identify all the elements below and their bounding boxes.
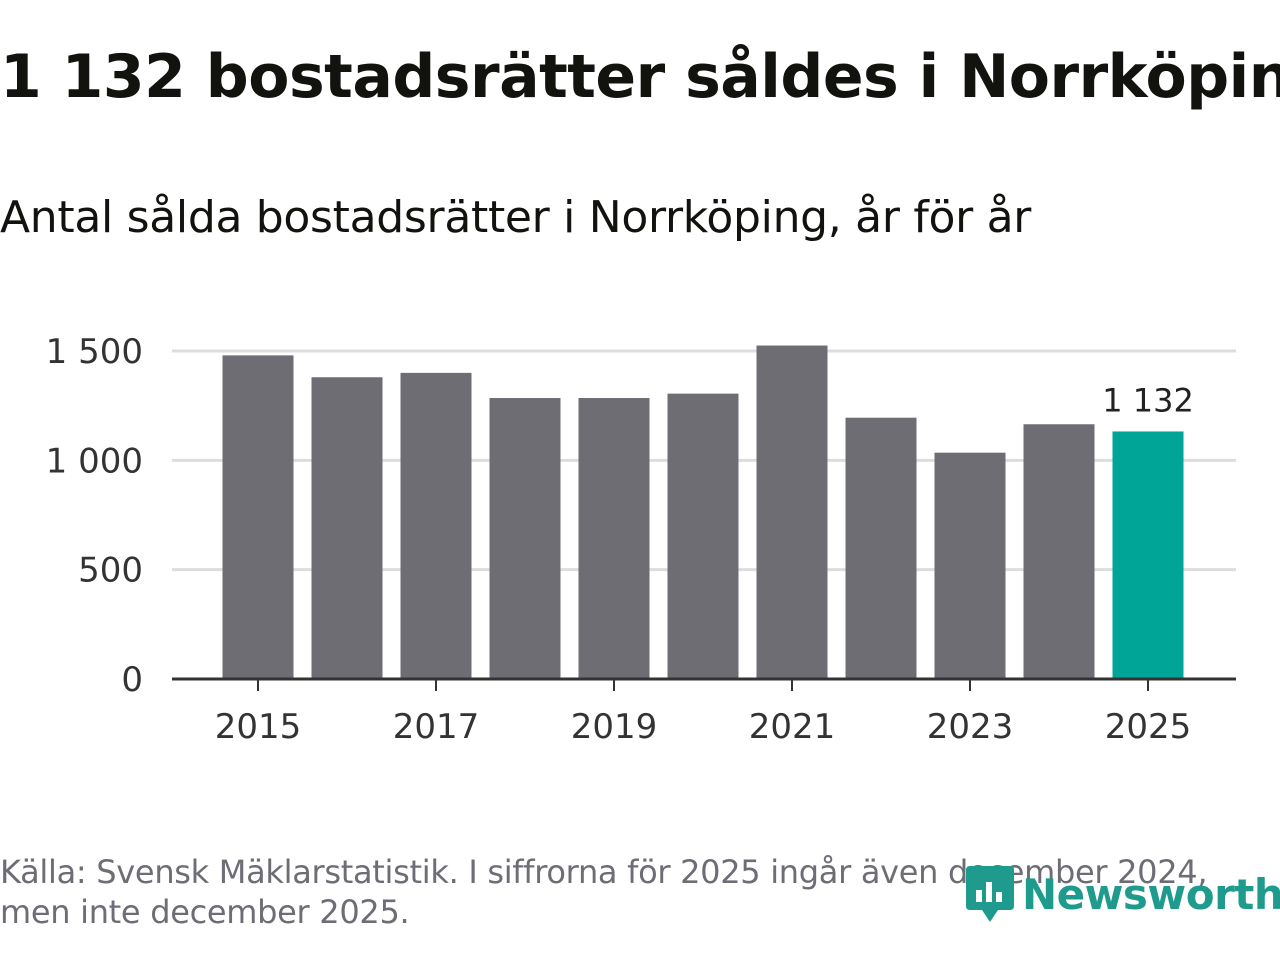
bar-2024	[1023, 424, 1095, 679]
bar-2022	[845, 417, 917, 679]
x-tick-label: 2023	[927, 707, 1014, 747]
chart-subtitle: Antal sålda bostadsrätter i Norrköping, …	[0, 192, 1032, 243]
bar-2015	[222, 355, 294, 679]
x-tick-label: 2025	[1105, 707, 1192, 747]
x-tick-label: 2017	[393, 707, 480, 747]
bar-2021	[756, 345, 828, 679]
y-axis-ticks: 0 500 1 000 1 500	[46, 332, 143, 700]
brand-name: Newsworthy	[1022, 869, 1280, 919]
highlight-value-label: 1 132	[1102, 381, 1194, 419]
bar-2018	[489, 398, 561, 679]
x-tick-label: 2021	[749, 707, 836, 747]
bar-2020	[667, 393, 739, 679]
bar-2023	[934, 452, 1006, 679]
y-tick-label: 1 500	[46, 332, 143, 372]
bar-2016	[311, 377, 383, 679]
x-tick-label: 2019	[571, 707, 658, 747]
x-tick-label: 2015	[215, 707, 302, 747]
bar-2019	[578, 398, 650, 679]
bar-2025	[1112, 431, 1184, 679]
y-tick-label: 0	[121, 660, 143, 700]
data-labels: 1 132	[1102, 381, 1194, 419]
newsworthy-logo-icon	[966, 866, 1014, 922]
y-tick-label: 1 000	[46, 441, 143, 481]
bars	[222, 345, 1184, 679]
newsworthy-brand: Newsworthy	[964, 862, 1280, 926]
x-axis-ticks: 2015 2017 2019 2021 2023 2025	[215, 679, 1192, 747]
y-tick-label: 500	[78, 551, 143, 591]
chart-title: 1 132 bostadsrätter såldes i Norrköping	[0, 42, 1280, 112]
bar-2017	[400, 372, 472, 679]
